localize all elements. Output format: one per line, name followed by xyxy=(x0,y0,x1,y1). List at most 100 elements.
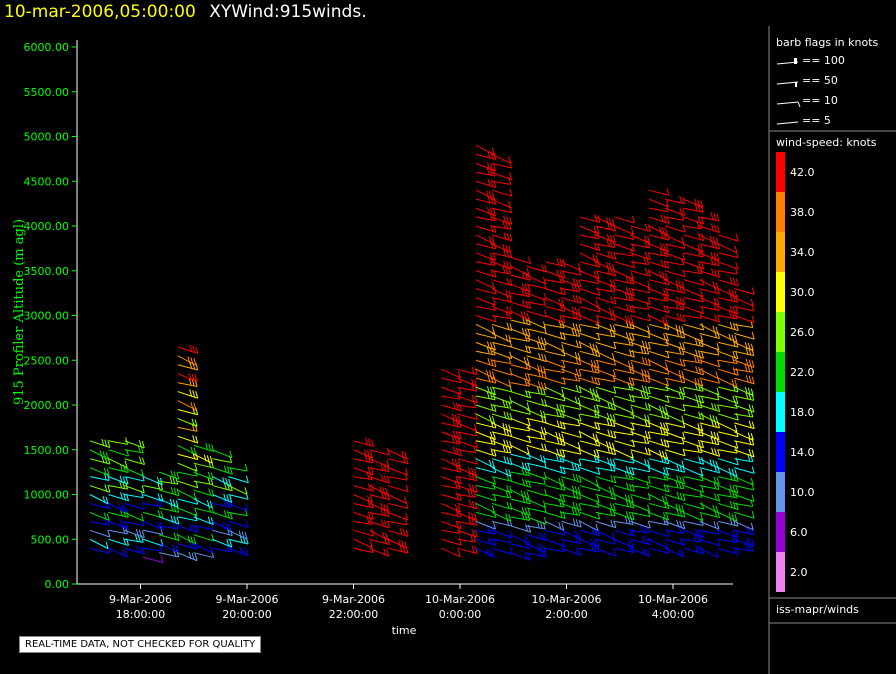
barb-flag xyxy=(630,540,634,548)
barb-flag xyxy=(592,433,596,441)
barb-flag xyxy=(658,271,662,279)
wind-barb xyxy=(734,404,755,413)
wind-barb xyxy=(664,502,685,513)
barb-flag xyxy=(630,361,634,369)
wind-barb xyxy=(630,476,651,484)
barb-legend-label: == 10 xyxy=(802,94,838,107)
barb-flag xyxy=(578,430,582,438)
barb-flag xyxy=(107,440,111,448)
wind-barb xyxy=(579,404,600,414)
barb-flag xyxy=(728,512,732,520)
wind-barb xyxy=(526,516,547,525)
wind-barb xyxy=(491,350,513,360)
barb-flag xyxy=(592,388,596,396)
wind-barb xyxy=(491,243,512,254)
wind-barb xyxy=(491,411,513,421)
wind-barb xyxy=(648,288,670,297)
barb-shaft xyxy=(526,292,547,301)
wind-barb xyxy=(177,480,199,489)
barb-flag xyxy=(105,451,109,460)
barb-flag xyxy=(509,217,513,225)
barb-flag xyxy=(745,346,749,355)
barb-shaft xyxy=(560,440,581,450)
barb-flag xyxy=(610,430,614,438)
wind-barb xyxy=(734,341,754,352)
barb-flag xyxy=(715,237,719,245)
wind-barb xyxy=(475,240,497,250)
barb-flag xyxy=(663,484,667,492)
wind-barb xyxy=(734,525,755,536)
barb-flag xyxy=(208,488,212,496)
barb-flag xyxy=(538,352,542,361)
wind-barb xyxy=(158,487,180,497)
wind-barb xyxy=(491,322,513,331)
barb-flag xyxy=(698,260,701,269)
barb-flag xyxy=(751,510,755,519)
barb-flag xyxy=(589,387,593,396)
barb-flag xyxy=(455,447,459,455)
barb-flag xyxy=(675,503,679,511)
barb-flag xyxy=(402,528,406,536)
color-legend-label: 2.0 xyxy=(790,566,808,579)
wind-barb xyxy=(475,162,496,172)
wind-barb xyxy=(441,475,462,485)
barb-flag xyxy=(611,353,615,361)
barb-shaft xyxy=(561,413,582,422)
barb-shaft xyxy=(664,261,684,266)
barb-flag xyxy=(508,424,512,432)
barb-flag xyxy=(751,404,755,413)
barb-flag xyxy=(630,227,634,235)
barb-flag xyxy=(578,279,582,287)
wind-barb xyxy=(579,252,599,263)
wind-barb xyxy=(614,349,635,358)
barb-flag xyxy=(735,441,739,449)
wind-profile xyxy=(475,145,497,558)
wind-barb xyxy=(441,402,462,412)
wind-barb xyxy=(510,489,530,500)
barb-flag xyxy=(644,458,648,467)
y-tick-label: 4000.00 xyxy=(24,220,70,233)
barb-flag xyxy=(226,539,230,547)
wind-barb xyxy=(89,511,110,521)
barb-shaft xyxy=(648,350,670,359)
barb-shaft xyxy=(441,547,461,558)
barb-flag xyxy=(675,480,679,488)
barb-shaft xyxy=(648,547,670,554)
barb-shaft xyxy=(526,391,546,396)
barb-flag xyxy=(206,500,210,508)
barb-shaft xyxy=(491,404,511,409)
barb-flag xyxy=(631,333,635,341)
barb-shaft xyxy=(491,377,511,388)
barb-shaft xyxy=(475,145,495,156)
barb-shaft xyxy=(457,440,478,449)
wind-barb xyxy=(491,395,513,404)
source-label: iss-mapr/winds xyxy=(776,603,859,616)
barb-flag xyxy=(118,503,122,511)
barb-shaft xyxy=(510,265,530,276)
barb-flag xyxy=(536,364,540,372)
barb-flag xyxy=(717,449,721,457)
wind-barb xyxy=(699,285,720,295)
wind-barb xyxy=(124,456,146,466)
wind-barb xyxy=(579,259,601,268)
wind-barb xyxy=(648,404,668,415)
wind-barb xyxy=(664,269,686,278)
barb-shaft xyxy=(510,516,530,521)
barb-shaft xyxy=(369,449,390,456)
barb-shaft xyxy=(683,288,703,298)
wind-barb xyxy=(560,350,581,361)
wind-barb xyxy=(683,411,705,421)
barb-flag xyxy=(574,396,578,404)
barb-flag xyxy=(695,366,699,374)
barb-shaft xyxy=(475,324,495,335)
wind-barb xyxy=(142,538,164,547)
barb-flag xyxy=(732,529,736,538)
wind-barb xyxy=(475,458,495,469)
wind-barb xyxy=(193,543,213,554)
barb-flag xyxy=(120,492,124,500)
wind-barb xyxy=(595,457,616,467)
color-legend-swatch xyxy=(776,192,785,232)
barb-flag xyxy=(751,466,755,474)
barb-flag xyxy=(658,450,662,458)
wind-barb xyxy=(544,297,565,307)
